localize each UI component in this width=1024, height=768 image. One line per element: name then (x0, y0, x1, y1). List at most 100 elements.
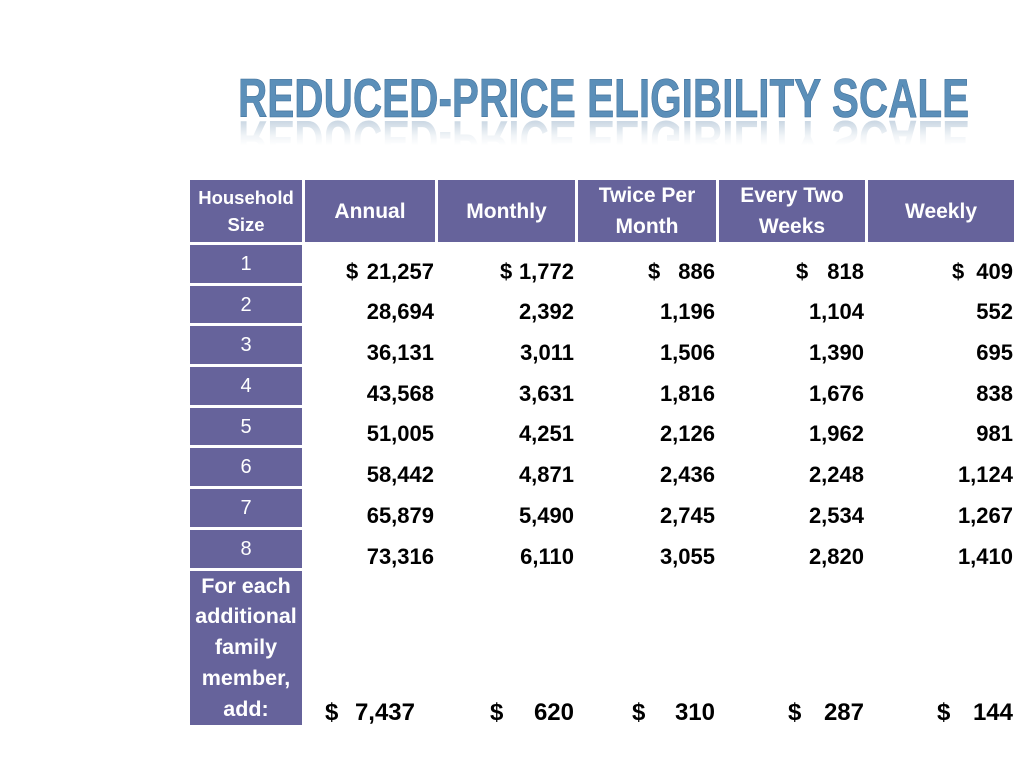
annual-cell: 36,131 (305, 326, 435, 364)
every-two-weeks-amount: 1,104 (808, 299, 864, 325)
column-header-label: Annual (334, 199, 406, 223)
currency-symbol: $ (325, 698, 339, 726)
household-size-label: 3 (240, 334, 252, 357)
twice-per-month-cell: 1,816 (578, 367, 716, 405)
household-size-label: 1 (240, 252, 252, 275)
twice-per-month-cell: 1,196 (578, 286, 716, 324)
household-size-cell: 7 (190, 489, 302, 527)
monthly-cell: 4,251 (438, 408, 575, 446)
every-two-weeks-amount: 1,676 (808, 380, 864, 406)
every-two-weeks-cell: 1,104 (719, 286, 865, 324)
column-header-label: Monthly (466, 199, 547, 223)
weekly-amount: 838 (976, 380, 1013, 406)
annual-amount: 51,005 (366, 421, 434, 447)
twice-per-month-amount: 310 (674, 698, 715, 726)
column-header-label: Weekly (905, 199, 977, 223)
monthly-cell: 3,631 (438, 367, 575, 405)
monthly-cell: $620 (438, 571, 575, 725)
household-size-label: 4 (240, 374, 252, 397)
column-header-every-two-weeks: Every Two Weeks (719, 180, 865, 242)
column-header-label: Twice Per Month (598, 184, 696, 238)
annual-cell: 28,694 (305, 286, 435, 324)
currency-symbol: $ (937, 698, 951, 726)
monthly-cell: 6,110 (438, 530, 575, 568)
weekly-amount: 695 (976, 340, 1013, 366)
monthly-amount: 1,772 (518, 258, 574, 284)
every-two-weeks-cell: $287 (719, 571, 865, 725)
twice-per-month-amount: 886 (678, 258, 715, 284)
monthly-cell: $1,772 (438, 245, 575, 283)
twice-per-month-cell: 2,745 (578, 489, 716, 527)
monthly-cell: 4,871 (438, 448, 575, 486)
currency-symbol: $ (490, 698, 504, 726)
monthly-amount: 4,871 (518, 462, 574, 488)
every-two-weeks-cell: 2,534 (719, 489, 865, 527)
monthly-amount: 4,251 (518, 421, 574, 447)
twice-per-month-amount: 2,436 (659, 462, 715, 488)
currency-symbol: $ (632, 698, 646, 726)
twice-per-month-cell: 2,436 (578, 448, 716, 486)
weekly-amount: 1,410 (957, 543, 1013, 569)
monthly-amount: 2,392 (518, 299, 574, 325)
household-size-label: 7 (240, 496, 252, 519)
monthly-amount: 3,011 (520, 340, 574, 366)
annual-amount: 21,257 (366, 258, 434, 284)
currency-symbol: $ (788, 698, 802, 726)
twice-per-month-cell: 3,055 (578, 530, 716, 568)
currency-symbol: $ (796, 258, 809, 284)
twice-per-month-amount: 1,816 (659, 380, 715, 406)
household-size-cell: 8 (190, 529, 302, 568)
twice-per-month-cell: 2,126 (578, 408, 716, 446)
monthly-cell: 5,490 (438, 489, 575, 527)
every-two-weeks-cell: 2,820 (719, 530, 865, 568)
twice-per-month-amount: 1,506 (659, 340, 715, 366)
monthly-amount: 3,631 (518, 380, 574, 406)
currency-symbol: $ (952, 258, 965, 284)
household-size-cell: 4 (190, 367, 302, 405)
every-two-weeks-amount: 1,962 (808, 421, 864, 447)
annual-amount: 58,442 (366, 462, 434, 488)
twice-per-month-amount: 1,196 (659, 299, 715, 325)
weekly-cell: 1,267 (868, 489, 1014, 527)
every-two-weeks-amount: 2,534 (808, 502, 864, 528)
weekly-amount: 552 (976, 299, 1013, 325)
every-two-weeks-amount: 2,820 (808, 543, 864, 569)
every-two-weeks-amount: 818 (827, 258, 864, 284)
weekly-cell: $144 (868, 571, 1014, 725)
weekly-cell: 1,410 (868, 530, 1014, 568)
household-size-label: 8 (240, 537, 252, 560)
currency-symbol: $ (500, 258, 513, 284)
twice-per-month-cell: $886 (578, 245, 716, 283)
weekly-cell: 838 (868, 367, 1014, 405)
every-two-weeks-amount: 2,248 (808, 462, 864, 488)
weekly-amount: 1,124 (957, 462, 1013, 488)
column-header-monthly: Monthly (438, 180, 575, 242)
annual-cell: $21,257 (305, 245, 435, 283)
title-reflection-fade (230, 119, 990, 167)
monthly-cell: 3,011 (438, 326, 575, 364)
every-two-weeks-amount: 1,390 (808, 340, 864, 366)
weekly-amount: 409 (976, 258, 1013, 284)
annual-amount: 65,879 (366, 502, 434, 528)
monthly-amount: 5,490 (518, 502, 574, 528)
column-header-label: Household Size (198, 187, 294, 235)
weekly-cell: 552 (868, 286, 1014, 324)
weekly-cell: 1,124 (868, 448, 1014, 486)
column-header-twice-per-month: Twice Per Month (578, 180, 716, 242)
weekly-cell: 695 (868, 326, 1014, 364)
annual-cell: 73,316 (305, 530, 435, 568)
annual-amount: 73,316 (366, 543, 434, 569)
additional-member-cell: For each additional family member, add: (190, 570, 302, 725)
household-size-cell: 5 (190, 407, 302, 446)
twice-per-month-cell: $310 (578, 571, 716, 725)
twice-per-month-amount: 2,126 (659, 421, 715, 447)
twice-per-month-amount: 2,745 (659, 502, 715, 528)
household-size-cell: 1 (190, 245, 302, 283)
household-size-cell: 3 (190, 326, 302, 365)
annual-cell: 43,568 (305, 367, 435, 405)
weekly-amount: 981 (976, 421, 1013, 447)
annual-amount: 36,131 (366, 340, 434, 366)
weekly-cell: 981 (868, 408, 1014, 446)
household-size-cell: 6 (190, 448, 302, 487)
annual-cell: 58,442 (305, 448, 435, 486)
